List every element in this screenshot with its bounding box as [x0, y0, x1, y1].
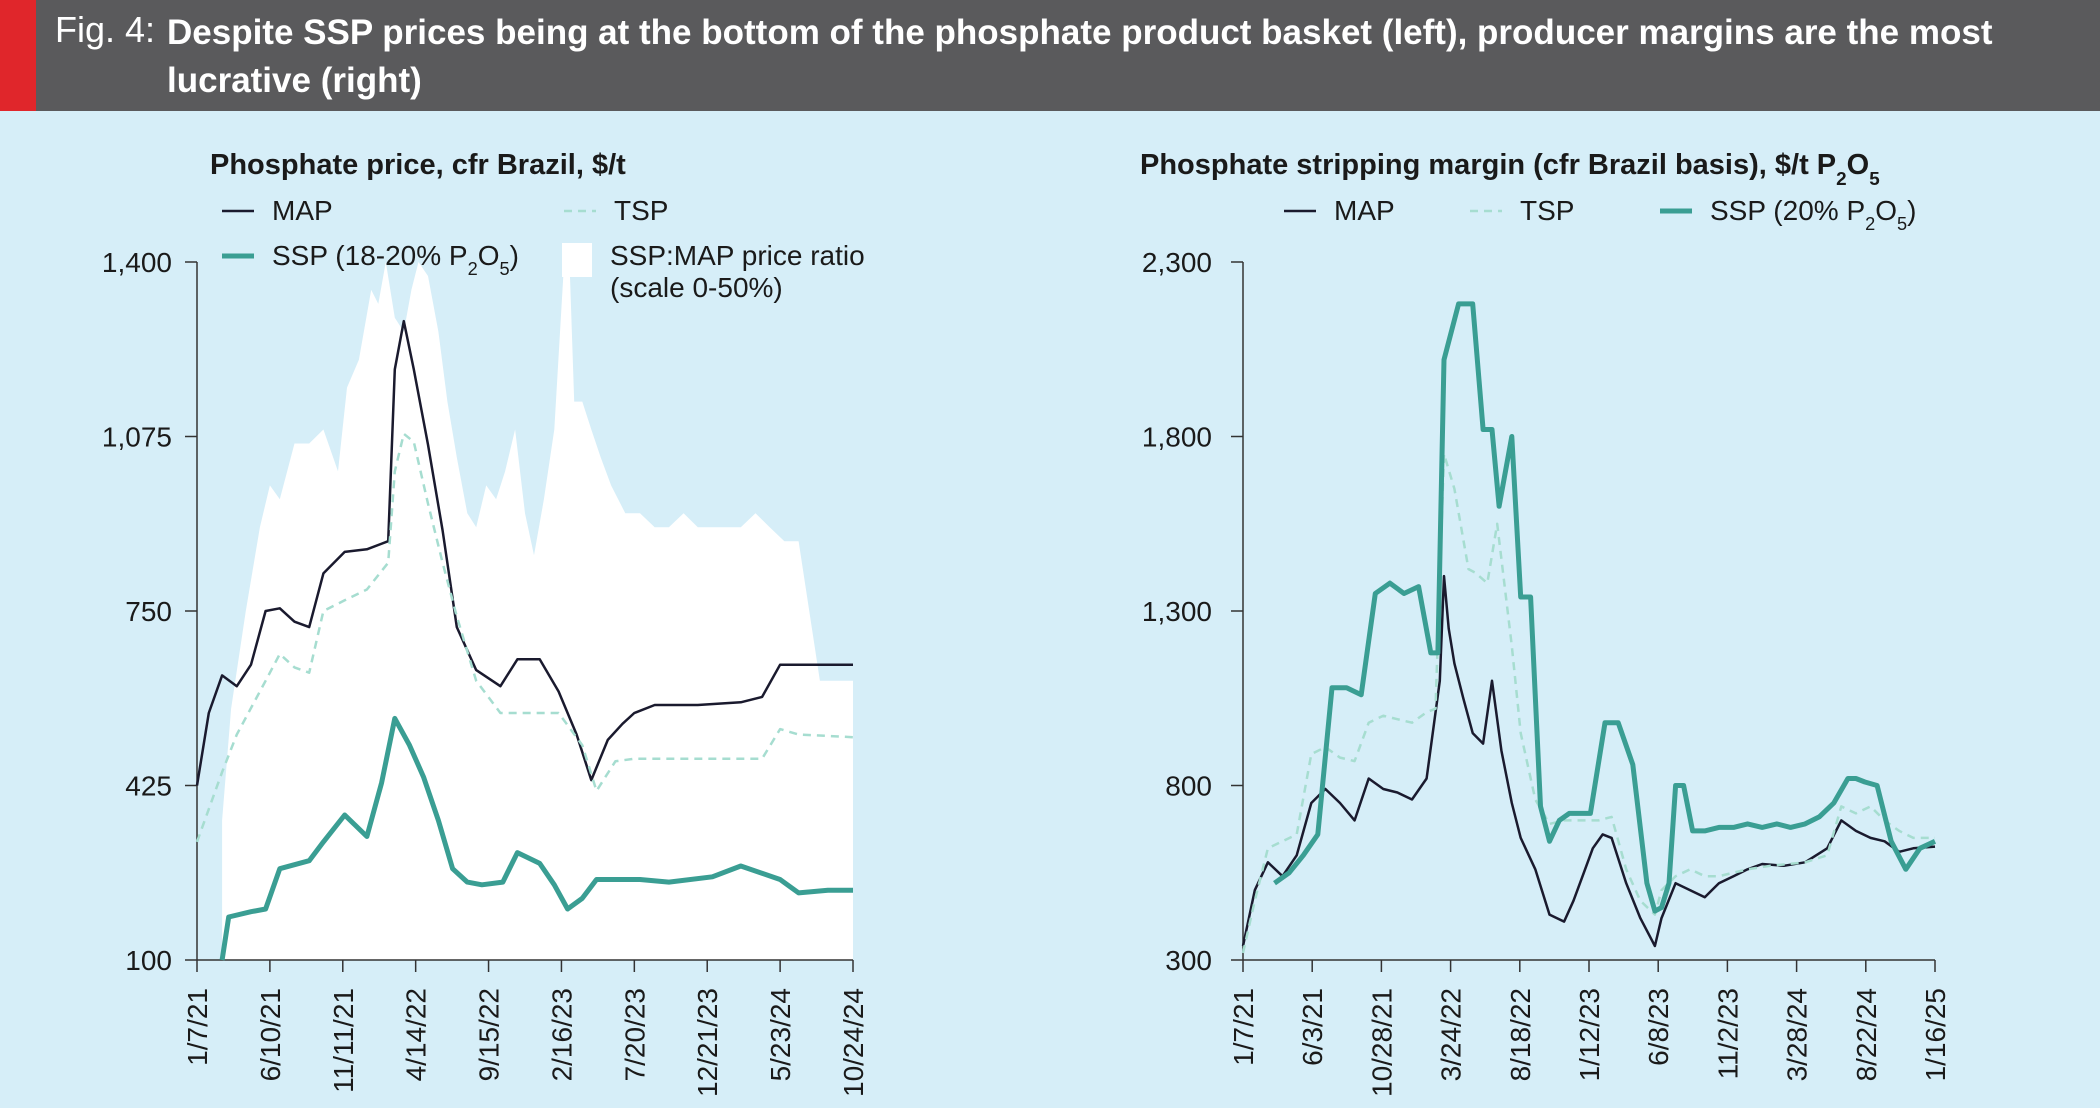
right-chart: Phosphate stripping margin (cfr Brazil b…: [1140, 149, 1951, 1097]
figure-label: Fig. 4:: [55, 9, 156, 50]
series-line-ssp-18-20-p2o5: [219, 715, 853, 961]
accent-bar: [0, 0, 36, 111]
legend-label: MAP: [1334, 195, 1395, 226]
y-tick-label: 1,400: [102, 247, 172, 278]
legend-label: MAP: [272, 195, 333, 226]
x-tick-label: 8/22/24: [1851, 988, 1882, 1081]
series-area-ssp-map-ratio: [222, 262, 854, 960]
x-tick-label: 3/28/24: [1782, 988, 1813, 1081]
figure-title: Despite SSP prices being at the bottom o…: [167, 13, 1993, 100]
x-tick-label: 1/7/21: [1228, 988, 1259, 1066]
x-tick-label: 9/15/22: [474, 988, 505, 1081]
series-line-ssp-20-p2o5: [1273, 301, 1937, 914]
left-chart: Phosphate price, cfr Brazil, $/t 1,400 1,0…: [102, 149, 869, 1097]
legend-swatch-ratio: [562, 243, 592, 277]
x-tick-label: 6/10/21: [255, 988, 286, 1081]
x-tick-label: 11/11/21: [328, 988, 359, 1093]
x-tick-label: 5/23/24: [765, 988, 796, 1081]
x-tick-label: 6/3/21: [1297, 988, 1328, 1066]
series-line-tsp: [1241, 452, 1935, 954]
x-tick-label: 2/16/23: [546, 988, 577, 1081]
legend-label: SSP (18-20% P2O5): [272, 240, 519, 279]
x-tick-label: 10/24/24: [838, 988, 869, 1097]
legend-label: TSP: [1520, 195, 1574, 226]
y-tick-label: 100: [125, 945, 172, 976]
legend-label: TSP: [614, 195, 668, 226]
y-tick-label: 800: [1165, 771, 1212, 802]
x-tick-label: 3/24/22: [1436, 988, 1467, 1081]
chart-title: Phosphate price, cfr Brazil, $/t: [210, 149, 626, 181]
x-tick-label: 11/2/23: [1712, 988, 1743, 1079]
x-tick-label: 4/14/22: [401, 988, 432, 1081]
legend-label: SSP (20% P2O5): [1710, 195, 1917, 234]
x-tick-label: 12/21/23: [692, 988, 723, 1097]
figure-header: [0, 0, 2100, 111]
y-tick-label: 1,300: [1142, 596, 1212, 627]
series-line-map: [1241, 574, 1936, 948]
y-tick-label: 2,300: [1142, 247, 1212, 278]
y-tick-label: 300: [1165, 945, 1212, 976]
chart-title: Phosphate stripping margin (cfr Brazil b…: [1140, 149, 1880, 189]
y-tick-label: 425: [125, 771, 172, 802]
y-tick-label: 1,075: [102, 422, 172, 453]
x-tick-label: 7/20/23: [619, 988, 650, 1081]
x-tick-label: 1/16/25: [1920, 988, 1951, 1081]
x-tick-label: 1/12/23: [1574, 988, 1605, 1081]
x-tick-label: 8/18/22: [1505, 988, 1536, 1081]
series-line-map: [195, 319, 853, 786]
y-tick-label: 750: [125, 596, 172, 627]
x-tick-label: 1/7/21: [182, 988, 213, 1066]
series-line-tsp: [195, 432, 854, 843]
x-tick-label: 6/8/23: [1643, 988, 1674, 1066]
y-tick-label: 1,800: [1142, 422, 1212, 453]
x-tick-label: 10/28/21: [1366, 988, 1397, 1097]
legend-label: SSP:MAP price ratio (scale 0-50%): [610, 240, 865, 303]
